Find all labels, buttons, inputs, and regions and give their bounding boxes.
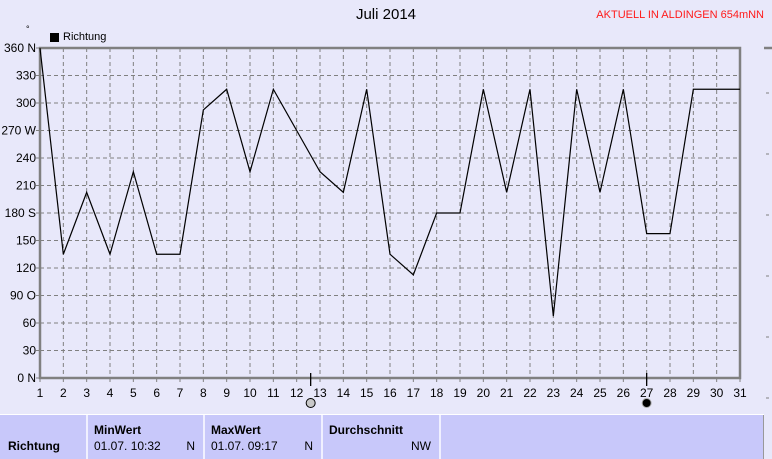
y-tick-label: 60 [23, 316, 37, 330]
y-tick-label: 270 W [1, 124, 36, 138]
x-tick-label: 29 [687, 386, 701, 400]
x-tick-label: 3 [83, 386, 90, 400]
x-tick-label: 30 [710, 386, 724, 400]
x-tick-label: 16 [383, 386, 397, 400]
x-tick-label: 14 [337, 386, 351, 400]
avg-value: NW [411, 439, 431, 453]
y-tick-label: 30 [23, 344, 37, 358]
x-tick-label: 20 [477, 386, 491, 400]
x-tick-label: 6 [153, 386, 160, 400]
x-tick-label: 17 [407, 386, 421, 400]
y-tick-label: 180 S [5, 206, 36, 220]
x-tick-label: 18 [430, 386, 444, 400]
new-moon-icon [642, 399, 651, 408]
y-tick-label: 330 [16, 69, 36, 83]
row-label: Richtung [8, 439, 60, 453]
empty-cell [441, 415, 764, 459]
x-tick-label: 2 [60, 386, 67, 400]
max-date: 01.07. 09:17 [211, 439, 278, 453]
x-tick-label: 25 [593, 386, 607, 400]
avg-cell: Durchschnitt NW [323, 415, 441, 459]
avg-header: Durchschnitt [329, 423, 403, 437]
x-tick-label: 12 [290, 386, 304, 400]
summary-table: Richtung MinWert 01.07. 10:32 N MaxWert … [0, 414, 764, 459]
y-tick-label: 0 N [17, 371, 36, 385]
x-tick-label: 7 [177, 386, 184, 400]
x-tick-label: 11 [267, 386, 280, 400]
max-value: N [304, 439, 313, 453]
x-tick-label: 8 [200, 386, 207, 400]
min-header: MinWert [94, 423, 141, 437]
x-tick-label: 10 [243, 386, 257, 400]
y-tick-label: 300 [16, 96, 36, 110]
max-header: MaxWert [211, 423, 261, 437]
x-tick-label: 4 [107, 386, 114, 400]
x-tick-label: 9 [223, 386, 230, 400]
x-tick-label: 19 [453, 386, 467, 400]
y-tick-label: 90 O [10, 289, 36, 303]
y-tick-label: 150 [16, 234, 36, 248]
x-tick-label: 26 [617, 386, 631, 400]
y-tick-label: 360 N [4, 41, 36, 55]
x-tick-label: 15 [360, 386, 374, 400]
x-tick-label: 23 [547, 386, 561, 400]
min-date: 01.07. 10:32 [94, 439, 161, 453]
x-tick-label: 21 [500, 386, 514, 400]
x-tick-label: 24 [570, 386, 584, 400]
x-tick-label: 13 [313, 386, 327, 400]
row-label-cell: Richtung [0, 415, 88, 459]
y-tick-label: 240 [16, 151, 36, 165]
x-tick-label: 31 [733, 386, 747, 400]
y-tick-label: 210 [16, 179, 36, 193]
max-cell: MaxWert 01.07. 09:17 N [205, 415, 323, 459]
y-tick-label: 120 [16, 261, 36, 275]
x-tick-label: 22 [523, 386, 537, 400]
min-value: N [186, 439, 195, 453]
x-tick-label: 1 [37, 386, 44, 400]
full-moon-icon [306, 399, 315, 408]
x-tick-label: 27 [640, 386, 654, 400]
min-cell: MinWert 01.07. 10:32 N [88, 415, 205, 459]
x-tick-label: 5 [130, 386, 137, 400]
x-tick-label: 28 [663, 386, 677, 400]
